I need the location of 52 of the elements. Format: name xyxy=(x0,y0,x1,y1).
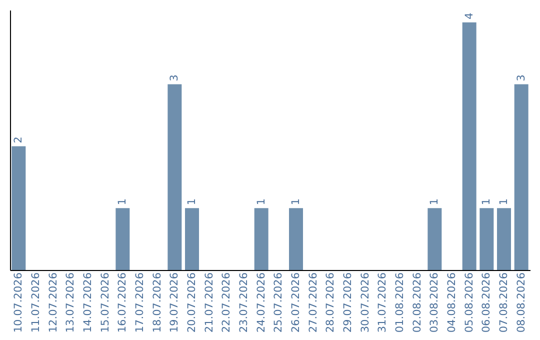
x-tick-label: 16.07.2026 xyxy=(116,272,129,333)
x-tick-label: 07.08.2026 xyxy=(498,272,510,333)
x-tick-label: 15.07.2026 xyxy=(99,272,112,333)
x-tick-label: 18.07.2026 xyxy=(151,272,164,333)
data-label: 2 xyxy=(12,136,25,144)
data-label: 1 xyxy=(116,198,129,206)
x-tick-label: 01.08.2026 xyxy=(394,272,406,333)
bar xyxy=(168,84,182,270)
bar xyxy=(12,146,26,270)
x-tick-label: 08.08.2026 xyxy=(515,272,528,333)
data-label: 1 xyxy=(428,198,441,206)
bar xyxy=(116,208,130,270)
data-label: 3 xyxy=(168,74,181,82)
bar xyxy=(480,208,494,270)
bar xyxy=(497,208,511,270)
x-tick-label: 22.07.2026 xyxy=(220,272,233,333)
x-tick-label: 23.07.2026 xyxy=(238,272,250,333)
x-tick-label: 12.07.2026 xyxy=(47,272,60,333)
data-label: 1 xyxy=(290,198,302,206)
x-tick-label: 29.07.2026 xyxy=(342,272,354,333)
data-label: 1 xyxy=(480,198,493,206)
data-label: 1 xyxy=(186,198,198,206)
data-label: 1 xyxy=(255,198,268,206)
data-label: 3 xyxy=(515,74,528,82)
x-tick-label: 14.07.2026 xyxy=(82,272,94,333)
x-tick-label: 28.07.2026 xyxy=(324,272,337,333)
x-tick-label: 26.07.2026 xyxy=(290,272,302,333)
bar xyxy=(462,22,476,270)
bar xyxy=(289,208,303,270)
bar xyxy=(514,84,528,270)
x-tick-label: 30.07.2026 xyxy=(359,272,372,333)
data-label: 1 xyxy=(498,198,510,206)
x-tick-label: 02.08.2026 xyxy=(411,272,424,333)
x-tick-label: 10.07.2026 xyxy=(12,272,25,333)
bar xyxy=(428,208,442,270)
x-tick-label: 03.08.2026 xyxy=(428,272,441,333)
x-tick-label: 31.07.2026 xyxy=(376,272,389,333)
bar xyxy=(254,208,268,270)
x-tick-label: 06.08.2026 xyxy=(480,272,493,333)
bar xyxy=(185,208,199,270)
x-tick-label: 24.07.2026 xyxy=(255,272,268,333)
x-tick-label: 04.08.2026 xyxy=(446,272,458,333)
x-tick-label: 27.07.2026 xyxy=(307,272,320,333)
x-tick-label: 20.07.2026 xyxy=(186,272,198,333)
x-tick-label: 21.07.2026 xyxy=(203,272,216,333)
data-label: 4 xyxy=(463,12,476,20)
x-tick-label: 19.07.2026 xyxy=(168,272,181,333)
x-tick-label: 25.07.2026 xyxy=(272,272,285,333)
x-tick-label: 11.07.2026 xyxy=(30,272,42,333)
x-tick-label: 17.07.2026 xyxy=(134,272,146,333)
x-tick-label: 05.08.2026 xyxy=(463,272,476,333)
x-tick-label: 13.07.2026 xyxy=(64,272,77,333)
